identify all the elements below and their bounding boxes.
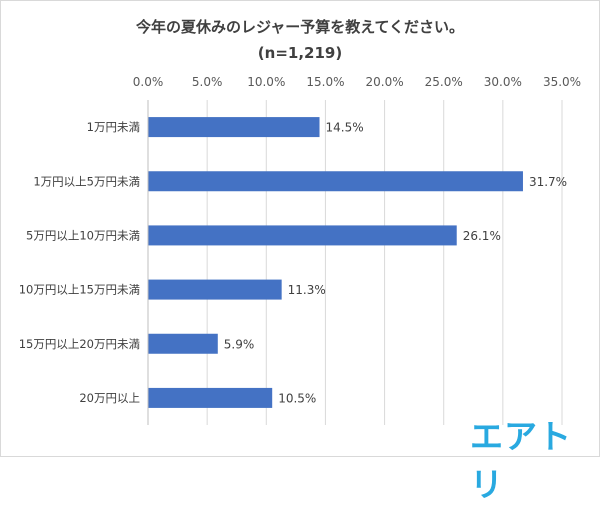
data-label: 14.5% [326,121,364,135]
bar [148,117,320,138]
x-tick-label: 15.0% [306,75,344,89]
chart-subtitle: (n=1,219) [257,44,343,62]
data-label: 5.9% [224,337,255,351]
bar-chart: 0.0% 5.0% 10.0% 15.0% 20.0% 25.0% 30.0% 35.0% 1万… [19,75,581,425]
category-label: 5万円以上10万円未満 [26,228,140,242]
x-tick-label: 5.0% [192,75,223,89]
data-label: 26.1% [463,229,501,243]
data-label: 10.5% [278,391,316,405]
category-label: 1万円以上5万円未満 [33,174,140,188]
data-label: 31.7% [529,175,567,189]
bar [148,333,218,354]
x-tick-label: 10.0% [247,75,285,89]
eatri-logo: エアトリ [470,417,572,504]
bar [148,171,523,192]
bar [148,387,273,408]
x-tick-label: 0.0% [133,75,164,89]
x-tick-label: 20.0% [366,75,404,89]
chart-title: 今年の夏休みのレジャー予算を教えてください。 [135,18,465,36]
bar [148,225,457,246]
category-label: 1万円未満 [87,120,140,134]
x-tick-label: 30.0% [484,75,522,89]
bar [148,279,282,300]
x-tick-label: 25.0% [425,75,463,89]
category-label: 15万円以上20万円未満 [19,337,140,351]
category-label: 10万円以上15万円未満 [19,283,140,297]
data-label: 11.3% [288,283,326,297]
category-label: 20万円以上 [79,391,140,405]
x-tick-label: 35.0% [543,75,581,89]
